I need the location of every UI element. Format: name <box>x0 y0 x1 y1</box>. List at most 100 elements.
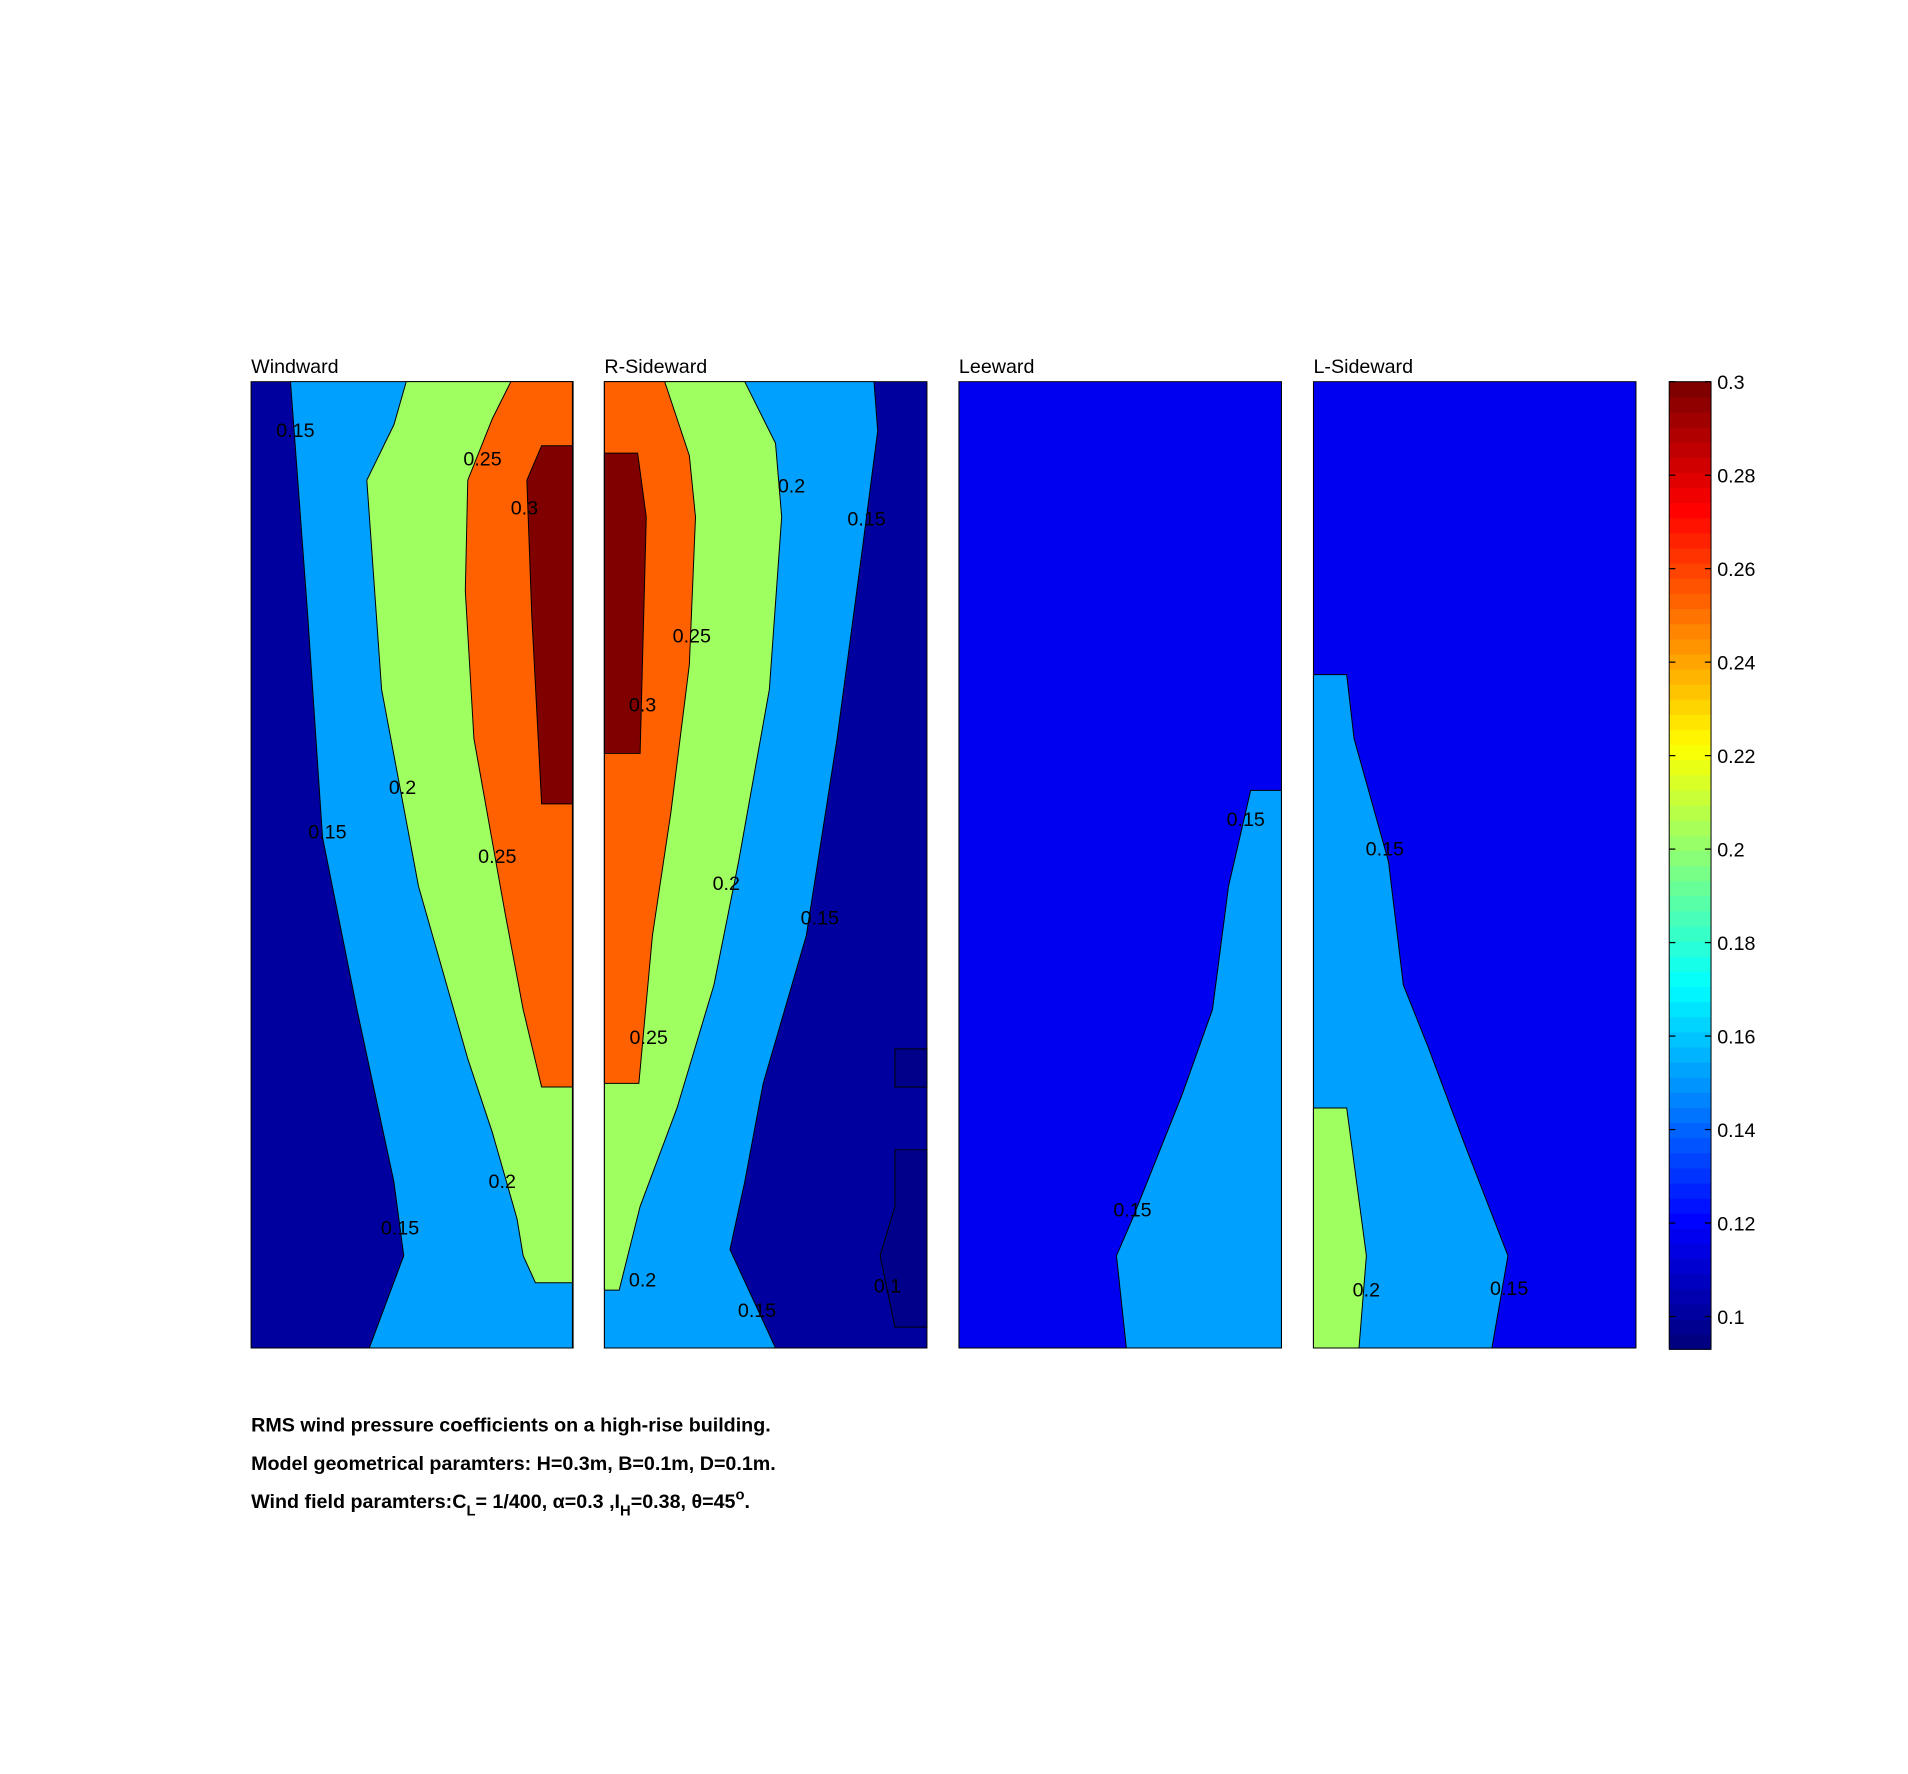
colorbar-cell <box>1669 1031 1712 1048</box>
caption-part: . <box>745 1491 750 1513</box>
colorbar-cell <box>1669 986 1712 1003</box>
panel-frame <box>604 381 928 1349</box>
colorbar-tick-label: 0.24 <box>1717 653 1755 675</box>
colorbar-tick-label: 0.1 <box>1717 1307 1744 1329</box>
contour-label: 0.1 <box>874 1276 901 1298</box>
panel-frame <box>958 381 1282 1349</box>
panel-title: R-Sideward <box>604 356 707 378</box>
contour-label: 0.15 <box>381 1218 419 1240</box>
colorbar-tick-label: 0.14 <box>1717 1120 1755 1142</box>
colorbar-cell <box>1669 593 1712 610</box>
panel-title: Windward <box>251 356 339 378</box>
colorbar-cell <box>1669 1137 1712 1154</box>
contour-label: 0.15 <box>1366 839 1404 861</box>
colorbar-cell <box>1669 1092 1712 1108</box>
colorbar-cell <box>1669 487 1712 504</box>
contour-label: 0.2 <box>389 777 416 799</box>
contour-label: 0.2 <box>629 1269 656 1291</box>
colorbar-cell <box>1669 578 1712 594</box>
colorbar-cell <box>1669 1061 1712 1078</box>
colorbar-tick-label: 0.26 <box>1717 559 1755 581</box>
caption-line: Model geometrical paramters: H=0.3m, B=0… <box>251 1453 776 1475</box>
colorbar-cell <box>1669 532 1712 549</box>
colorbar-cell <box>1669 1152 1712 1169</box>
colorbar-cell <box>1669 820 1712 836</box>
colorbar-cell <box>1669 1213 1712 1229</box>
colorbar-tick-label: 0.16 <box>1717 1026 1755 1048</box>
colorbar-cell <box>1669 1288 1712 1305</box>
contour-label: 0.25 <box>478 846 516 868</box>
colorbar-tick-label: 0.22 <box>1717 746 1755 768</box>
colorbar-cell <box>1669 1122 1712 1139</box>
colorbar-cell <box>1669 941 1712 957</box>
colorbar-cell <box>1669 653 1712 670</box>
colorbar-cell <box>1669 684 1712 700</box>
panel-title: L-Sideward <box>1313 356 1413 378</box>
contour-label: 0.25 <box>630 1027 668 1049</box>
contour-label: 0.2 <box>489 1171 516 1193</box>
colorbar-tick-label: 0.12 <box>1717 1213 1755 1235</box>
caption-part: L <box>466 1503 475 1519</box>
colorbar-cell <box>1669 502 1712 519</box>
colorbar-cell <box>1669 729 1712 746</box>
colorbar-cell <box>1669 381 1712 398</box>
colorbar-cell <box>1669 1318 1712 1335</box>
colorbar-cell <box>1669 895 1712 912</box>
contour-label: 0.15 <box>276 420 314 442</box>
colorbar-cell <box>1669 1016 1712 1033</box>
contour-label: 0.2 <box>778 475 805 497</box>
colorbar-cell <box>1669 427 1712 443</box>
contour-label: 0.15 <box>1113 1199 1151 1221</box>
colorbar-cell <box>1669 744 1712 761</box>
colorbar-cell <box>1669 1303 1712 1320</box>
contour-label: 0.3 <box>629 695 656 717</box>
colorbar-cell <box>1669 865 1712 882</box>
colorbar-cell <box>1669 608 1712 625</box>
contour-label: 0.15 <box>1227 809 1265 831</box>
contour-region <box>894 1048 928 1088</box>
contour-label: 0.2 <box>1353 1279 1380 1301</box>
colorbar-cell <box>1669 1001 1712 1018</box>
colorbar-tick-label: 0.2 <box>1717 839 1744 861</box>
colorbar-cell <box>1669 1077 1712 1093</box>
panel-frame <box>250 381 574 1349</box>
colorbar-cell <box>1669 1273 1712 1290</box>
colorbar-cell <box>1669 1107 1712 1124</box>
contour-label: 0.15 <box>308 821 346 843</box>
contour-region <box>526 445 573 805</box>
colorbar-cell <box>1669 925 1712 942</box>
contour-label: 0.2 <box>713 873 740 895</box>
colorbar-cell <box>1669 547 1712 564</box>
caption-part: Wind field paramters:C <box>251 1491 466 1513</box>
colorbar-cell <box>1669 910 1712 927</box>
colorbar-tick-label: 0.28 <box>1717 466 1755 488</box>
colorbar-cell <box>1669 396 1712 413</box>
colorbar-cell <box>1669 442 1712 458</box>
caption-line: RMS wind pressure coefficients on a high… <box>251 1415 771 1437</box>
contour-label: 0.15 <box>847 509 885 531</box>
contour-label: 0.25 <box>463 448 501 470</box>
colorbar-cell <box>1669 411 1712 428</box>
colorbar-cell <box>1669 1258 1712 1275</box>
colorbar-cell <box>1669 835 1712 851</box>
colorbar-cell <box>1669 1198 1712 1214</box>
colorbar-cell <box>1669 1182 1712 1199</box>
colorbar-cell <box>1669 699 1712 715</box>
colorbar-cell <box>1669 517 1712 534</box>
colorbar-cell <box>1669 1167 1712 1184</box>
contour-label: 0.15 <box>1490 1278 1528 1300</box>
contour-label: 0.15 <box>738 1300 776 1322</box>
colorbar-cell <box>1669 1046 1712 1063</box>
caption-part: H <box>620 1503 631 1519</box>
colorbar-tick-label: 0.18 <box>1717 933 1755 955</box>
colorbar-cell <box>1669 668 1712 685</box>
caption-line: Wind field paramters:CL= 1/400, α=0.3 ,I… <box>251 1487 750 1519</box>
colorbar-cell <box>1669 774 1712 791</box>
colorbar-cell <box>1669 1228 1712 1245</box>
caption-part: o <box>736 1487 745 1503</box>
colorbar-cell <box>1669 1243 1712 1260</box>
colorbar-cell <box>1669 1334 1712 1350</box>
colorbar-cell <box>1669 880 1712 897</box>
contour-label: 0.3 <box>511 498 538 520</box>
